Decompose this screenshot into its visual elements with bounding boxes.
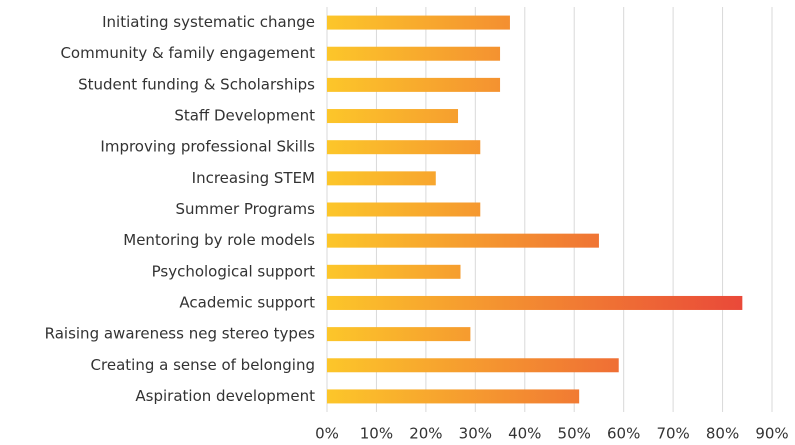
y-tick-label: Staff Development [174, 107, 315, 125]
y-tick-label: Student funding & Scholarships [78, 75, 315, 93]
x-tick-label: 90% [755, 425, 788, 443]
y-tick-label: Creating a sense of belonging [91, 356, 315, 374]
bar [327, 77, 501, 92]
y-tick-label: Raising awareness neg stereo types [45, 325, 316, 343]
x-tick-label: 40% [508, 425, 541, 443]
x-tick-label: 50% [558, 425, 591, 443]
y-tick-label: Increasing STEM [192, 169, 315, 187]
y-tick-label: Academic support [179, 293, 315, 311]
x-tick-label: 70% [656, 425, 689, 443]
x-tick-label: 30% [459, 425, 492, 443]
x-tick-label: 80% [706, 425, 739, 443]
y-tick-label: Mentoring by role models [123, 231, 315, 249]
x-tick-label: 10% [360, 425, 393, 443]
y-tick-label: Initiating systematic change [102, 13, 315, 31]
bar [327, 46, 501, 61]
bar [327, 15, 510, 30]
y-tick-label: Community & family engagement [60, 44, 315, 62]
y-tick-label: Aspiration development [135, 387, 315, 405]
y-tick-label: Psychological support [152, 262, 316, 280]
bar [327, 140, 481, 155]
y-tick-label: Improving professional Skills [100, 138, 315, 156]
y-tick-label: Summer Programs [175, 200, 315, 218]
bar [327, 327, 471, 342]
bar [327, 358, 619, 373]
bar [327, 171, 436, 186]
x-tick-label: 20% [409, 425, 442, 443]
bar [327, 202, 481, 217]
x-tick-label: 60% [607, 425, 640, 443]
x-tick-label: 0% [315, 425, 339, 443]
bar [327, 389, 580, 404]
bar [327, 233, 599, 248]
bar [327, 109, 459, 124]
bar [327, 264, 461, 279]
bar [327, 295, 743, 310]
